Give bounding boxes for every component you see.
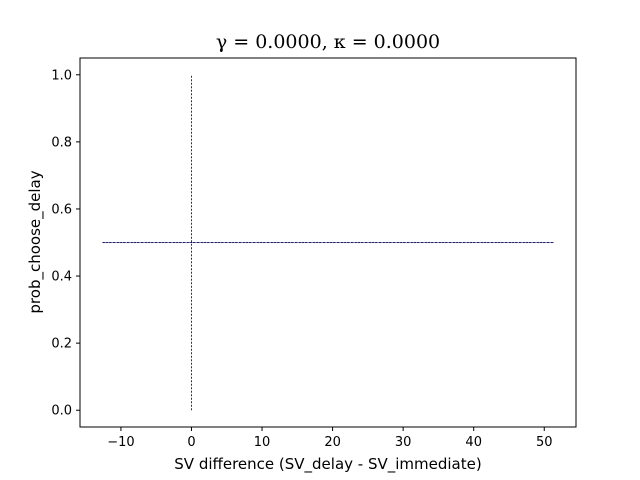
y-tick-label: 1.0 [51,68,72,83]
x-tick-label: 40 [465,435,482,450]
x-tick-label: 10 [254,435,271,450]
y-tick-label: 0.2 [51,337,72,352]
y-tick-label: 0.6 [51,202,72,217]
y-tick-label: 0.4 [51,270,72,285]
chart-title: γ = 0.0000, κ = 0.0000 [216,31,440,53]
x-tick-label: 30 [395,435,412,450]
reference-lines [102,74,554,411]
y-tick-label: 0.8 [51,135,72,150]
x-axis-label: SV difference (SV_delay - SV_immediate) [174,455,481,474]
x-tick-label: 0 [187,435,195,450]
x-tick-label: 50 [536,435,553,450]
x-tick-label: −10 [107,435,134,450]
y-axis: 0.0 0.2 0.4 0.6 0.8 1.0 [51,68,80,419]
y-axis-label: prob_choose_delay [26,170,45,313]
plot-frame [79,57,577,428]
x-axis: −10 0 10 20 30 40 50 [107,427,553,450]
x-tick-label: 20 [324,435,341,450]
y-tick-label: 0.0 [51,404,72,419]
